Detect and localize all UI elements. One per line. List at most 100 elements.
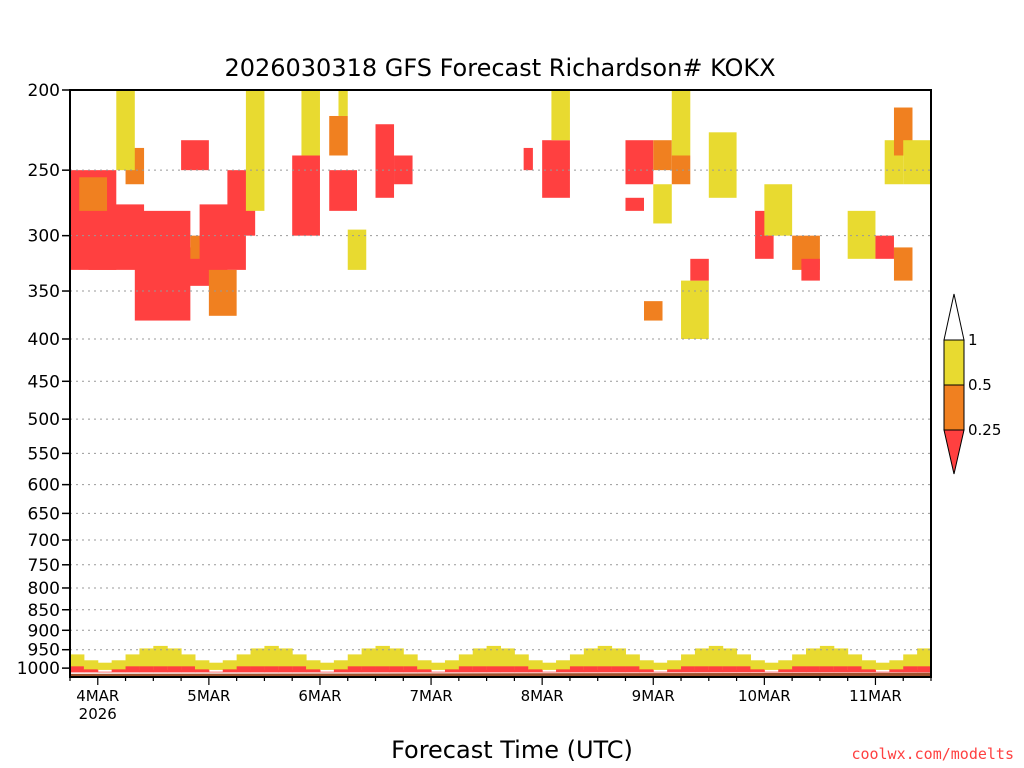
ri-cells-layer	[70, 90, 932, 673]
ri-cell	[301, 90, 320, 156]
legend-swatch	[943, 384, 965, 431]
ri-cell	[903, 140, 931, 185]
y-tick-label: 850	[28, 601, 60, 621]
ri-cell	[236, 654, 252, 670]
y-tick-label: 500	[28, 410, 60, 430]
ri-cell	[681, 666, 696, 673]
ri-cell	[333, 660, 349, 670]
ri-cell	[889, 669, 904, 673]
terrain-surface	[70, 672, 931, 677]
ri-cell	[125, 666, 140, 673]
ri-cell	[764, 662, 779, 670]
ri-cell	[347, 666, 363, 673]
x-tick-label: 8MAR	[521, 687, 564, 705]
ri-cell	[83, 669, 99, 673]
ri-cell	[708, 666, 724, 673]
ri-cell	[70, 666, 85, 673]
ri-cell	[208, 269, 237, 316]
ri-cell	[97, 671, 113, 673]
ri-cell	[667, 669, 682, 673]
ri-cell	[597, 645, 613, 670]
ri-cell	[792, 654, 807, 670]
y-tick-label: 1000	[17, 659, 60, 679]
y-tick-label: 950	[28, 641, 60, 661]
ri-cell	[653, 140, 672, 171]
ri-cell	[292, 666, 307, 673]
ri-cell	[389, 666, 404, 673]
ri-cell	[486, 645, 501, 670]
legend-label: 0.25	[968, 421, 1001, 439]
ri-cell	[556, 669, 571, 673]
ri-cell	[329, 115, 348, 156]
ri-cell	[625, 197, 644, 211]
ri-cell	[750, 660, 765, 670]
y-tick-label: 800	[28, 579, 60, 599]
ri-cell	[292, 654, 307, 670]
ri-cell	[486, 666, 501, 673]
ri-cell	[394, 155, 413, 185]
ri-cell	[847, 210, 876, 259]
ri-cell	[722, 648, 738, 670]
ri-cell	[694, 648, 710, 670]
ri-cell	[222, 669, 238, 673]
ri-cell	[181, 654, 196, 670]
ri-cell	[500, 648, 515, 670]
legend-arrow-bottom	[943, 429, 965, 475]
ri-cell	[500, 666, 515, 673]
ri-cell	[625, 666, 640, 673]
ri-cell	[528, 660, 543, 670]
ri-cell	[70, 654, 85, 670]
ri-cell	[653, 662, 668, 670]
ri-cell	[819, 666, 835, 673]
ri-cell	[569, 654, 585, 670]
ri-cell	[875, 671, 890, 673]
ri-cell	[639, 669, 654, 673]
ri-cell	[889, 660, 904, 670]
ri-cell	[778, 669, 793, 673]
ri-cell	[903, 654, 918, 670]
ri-cell	[329, 170, 357, 211]
y-tick-label: 450	[28, 372, 60, 392]
ri-cell	[319, 671, 335, 673]
ri-cell	[338, 90, 348, 116]
x-tick-label: 11MAR	[849, 687, 902, 705]
ri-cell	[597, 666, 613, 673]
ri-cell	[278, 648, 293, 670]
ri-cell	[667, 660, 682, 670]
ri-cell	[764, 671, 779, 673]
ri-cell	[417, 669, 432, 673]
ri-cell	[551, 90, 570, 141]
ri-cell	[792, 666, 807, 673]
x-axis-label: Forecast Time (UTC)	[391, 736, 633, 764]
ri-cell	[458, 654, 474, 670]
ri-cell	[97, 662, 113, 670]
chart-title: 2026030318 GFS Forecast Richardson# KOKX	[224, 54, 775, 82]
ri-cell	[125, 654, 140, 670]
ri-cell	[833, 666, 849, 673]
ri-cell	[111, 660, 127, 670]
ri-cell	[671, 155, 691, 185]
ri-cell	[583, 648, 599, 670]
ri-cell	[523, 147, 533, 171]
x-tick-label: 4MAR	[76, 687, 119, 705]
x-tick-label: 5MAR	[187, 687, 230, 705]
y-tick-label: 750	[28, 556, 60, 576]
ri-cell	[625, 654, 640, 670]
ri-cell	[347, 654, 363, 670]
ri-cell	[764, 184, 793, 236]
ri-cell	[847, 666, 863, 673]
credit-text[interactable]: coolwx.com/modelts	[851, 745, 1014, 763]
ri-cell	[347, 229, 367, 270]
ri-cell	[611, 648, 626, 670]
ri-cell	[736, 666, 751, 673]
ri-cell	[750, 669, 765, 673]
ri-cell	[264, 666, 279, 673]
ri-cell	[690, 258, 709, 281]
ri-cell	[153, 645, 168, 670]
ri-cell	[444, 660, 460, 670]
ri-cell	[444, 669, 460, 673]
ri-cell	[893, 247, 913, 281]
x-tick-label: 6MAR	[298, 687, 341, 705]
ri-cell	[681, 280, 709, 339]
